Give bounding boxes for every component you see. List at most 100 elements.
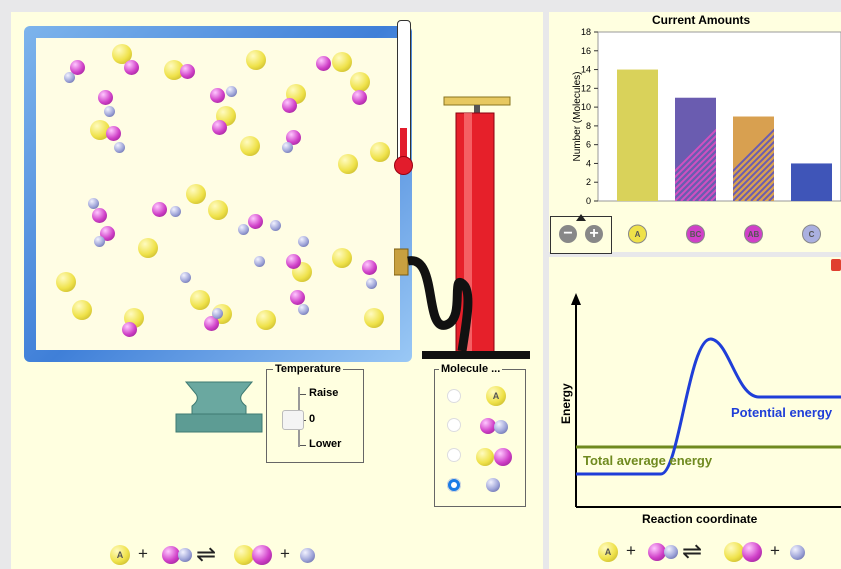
y-tick-label: 16: [581, 46, 591, 56]
tick-mark: [300, 394, 306, 395]
pump-base: [422, 351, 530, 359]
pump-rod: [474, 105, 480, 113]
total-energy-label: Total average energy: [583, 453, 713, 468]
molecule-b: [180, 64, 195, 79]
temperature-control: Temperature: [266, 363, 364, 463]
y-tick-label: 8: [586, 121, 591, 131]
bar-a: [617, 69, 658, 201]
molecule-b: [286, 130, 301, 145]
scroll-up-icon[interactable]: [576, 214, 586, 221]
axis-arrow-icon: [571, 293, 581, 305]
molecule-a: [164, 60, 184, 80]
molecule-a: [190, 290, 210, 310]
bar-hatch: [692, 176, 716, 201]
pump-handle[interactable]: [443, 96, 511, 106]
temperature-slider-thumb[interactable]: [282, 410, 304, 430]
y-tick-label: 0: [586, 196, 591, 206]
equation-a: A: [598, 542, 618, 562]
bar-hatch: [733, 140, 774, 185]
molecule-b: [70, 60, 85, 75]
bar-hatch: [733, 128, 774, 173]
pump-highlight: [464, 113, 472, 357]
molecule-c: [104, 106, 115, 117]
category-label: A: [635, 230, 641, 239]
bar-hatch: [675, 146, 716, 191]
close-icon[interactable]: [831, 259, 841, 271]
radio-molecule-ab[interactable]: [447, 448, 461, 462]
y-tick-label: 14: [581, 65, 591, 75]
y-tick-label: 18: [581, 27, 591, 37]
bar-hatch: [675, 158, 716, 201]
equation-ab-a: [234, 545, 254, 565]
bar-hatch: [675, 128, 716, 173]
equation-plus: +: [626, 541, 636, 560]
bar-hatch: [675, 152, 716, 197]
molecule-c: [238, 224, 249, 235]
bar-hatch: [744, 170, 774, 201]
equation-c-small: [664, 545, 678, 559]
category-label: C: [809, 230, 815, 239]
molecule-a: [338, 154, 358, 174]
zoom-in-button[interactable]: +: [585, 225, 603, 243]
y-tick-label: 6: [586, 140, 591, 150]
equation-ab-b: [252, 545, 272, 565]
molecule-b: [210, 88, 225, 103]
molecule-b: [248, 214, 263, 229]
molecule-c: [226, 86, 237, 97]
equation-ab-b: [742, 542, 762, 562]
category-icon-bc: [686, 224, 705, 244]
molecule-c: [298, 304, 309, 315]
equation-c-small: [178, 548, 192, 562]
chart-title: Current Amounts: [652, 13, 751, 27]
molecule-a: [240, 136, 260, 156]
molecule-a: [56, 272, 76, 292]
reaction-coordinate-label: Reaction coordinate: [642, 512, 758, 526]
equation-arrow: ⇌: [196, 541, 217, 568]
bar-hatch: [750, 176, 774, 201]
molecule-c-icon: [494, 420, 508, 434]
molecule-b: [92, 208, 107, 223]
pump-nozzle: [394, 248, 409, 276]
molecule-b: [352, 90, 367, 105]
molecule-a: [332, 248, 352, 268]
radio-molecule-a[interactable]: [447, 389, 461, 403]
molecule-a-icon: [476, 448, 494, 466]
potential-energy-curve: [576, 337, 841, 476]
molecule-c: [94, 236, 105, 247]
y-tick-label: 4: [586, 158, 591, 168]
bicycle-pump[interactable]: [394, 95, 534, 365]
category-label: AB: [748, 230, 760, 239]
radio-molecule-bc[interactable]: [447, 418, 461, 432]
temperature-title: Temperature: [273, 363, 343, 375]
zoom-out-button[interactable]: −: [559, 225, 577, 243]
molecule-b: [212, 120, 227, 135]
category-icon-c: [802, 224, 821, 244]
bar-hatch: [738, 164, 774, 201]
molecule-a: [350, 72, 370, 92]
equation-c: [300, 548, 315, 563]
molecule-a: [90, 120, 110, 140]
molecule-c-icon: [486, 478, 500, 492]
molecule-c: [270, 220, 281, 231]
zero-label: 0: [309, 413, 316, 425]
molecule-selector-title: Molecule ...: [439, 363, 503, 375]
energy-diagram-panel: [549, 257, 841, 569]
molecule-b: [290, 290, 305, 305]
equation-b: [162, 546, 180, 564]
molecule-a: [72, 300, 92, 320]
molecule-c: [180, 272, 191, 283]
molecule-c: [298, 236, 309, 247]
radio-molecule-c[interactable]: [447, 478, 461, 492]
molecule-c: [88, 198, 99, 209]
equation-plus-2: +: [770, 541, 780, 560]
molecule-c: [64, 72, 75, 83]
heater-icon: [175, 381, 263, 433]
bar-c: [791, 163, 832, 201]
y-axis-label: Number (Molecules): [572, 71, 583, 161]
energy-axis-label: Energy: [559, 383, 573, 424]
molecule-b: [152, 202, 167, 217]
molecule-c: [170, 206, 181, 217]
molecule-b: [98, 90, 113, 105]
bar-hatch: [686, 170, 716, 201]
molecule-b: [362, 260, 377, 275]
